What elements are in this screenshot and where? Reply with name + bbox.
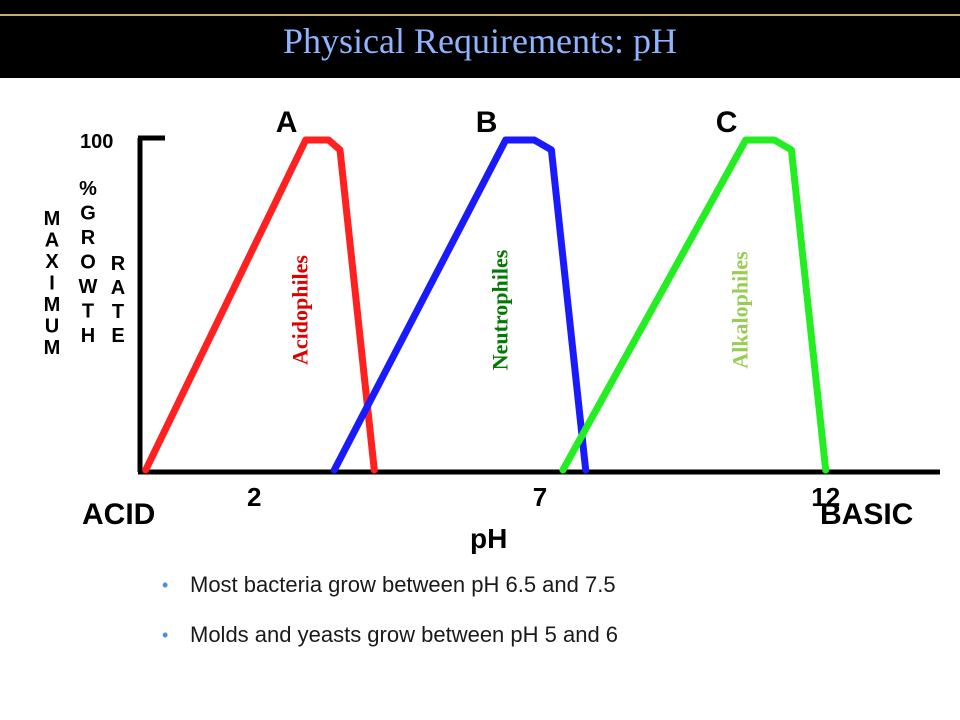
bullet-icon: •	[162, 575, 169, 595]
curve-b	[330, 136, 590, 474]
curve-letter-b: B	[476, 106, 498, 139]
bullet-text: Most bacteria grow between pH 6.5 and 7.…	[190, 572, 616, 597]
curve-label-acidophiles: Acidophiles	[288, 255, 313, 365]
y-axis-label-line: % G R O W T H	[79, 178, 98, 347]
title-divider	[0, 14, 960, 16]
curve-label-alkalophiles: Alkalophiles	[728, 251, 753, 369]
bullet-item: • Most bacteria grow between pH 6.5 and 7…	[160, 570, 940, 600]
curve-letter-a: A	[276, 106, 298, 139]
title-bar: Physical Requirements: pH	[0, 0, 960, 78]
y-axis-label: M A X I M U M % G R O W T H R A T E	[44, 178, 126, 359]
x-tick-label: 7	[533, 482, 547, 512]
x-tick-label: 12	[811, 482, 840, 512]
curve-letters: A B C	[276, 106, 738, 139]
x-tick-label: 2	[247, 482, 261, 512]
curve-letter-c: C	[716, 106, 738, 139]
bullet-item: • Molds and yeasts grow between pH 5 and …	[160, 620, 940, 650]
y-max-label: 100	[80, 131, 113, 153]
x-end-label-acid: ACID	[82, 498, 155, 531]
bullet-icon: •	[162, 625, 169, 645]
slide-title: Physical Requirements: pH	[283, 21, 677, 61]
ph-growth-chart: 100 M A X I M U M % G R O W T H R A T E A B C Acidophiles Ne…	[44, 106, 940, 554]
axes	[137, 135, 940, 475]
growth-curves	[142, 136, 830, 474]
x-axis-label: pH	[470, 523, 507, 554]
curve-label-neutrophiles: Neutrophiles	[488, 249, 513, 370]
curve-c	[559, 136, 830, 474]
curve-labels: Acidophiles Neutrophiles Alkalophiles	[288, 249, 753, 370]
x-end-label-basic: BASIC	[820, 498, 913, 531]
bullet-text: Molds and yeasts grow between pH 5 and 6	[190, 622, 619, 647]
curve-a	[142, 136, 378, 474]
x-tick-labels: 2 7 12	[247, 482, 840, 512]
bullet-list: • Most bacteria grow between pH 6.5 and 7…	[160, 570, 940, 670]
